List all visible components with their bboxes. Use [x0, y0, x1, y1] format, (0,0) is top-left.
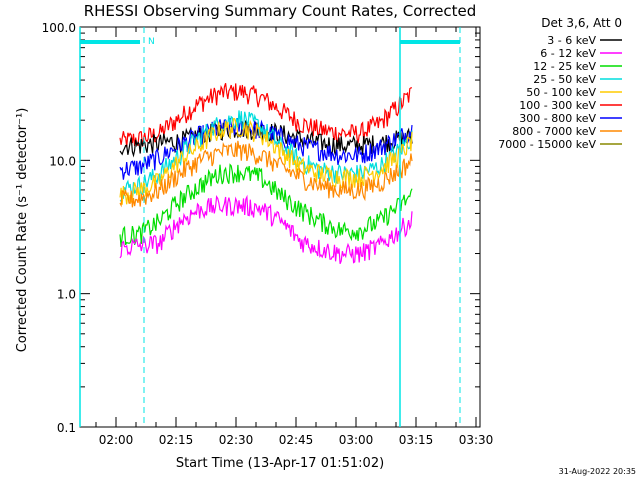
y-tick-label: 10.0	[49, 154, 76, 168]
flag-label: N	[148, 37, 155, 47]
y-tick-label: 100.0	[42, 21, 76, 35]
legend-header: Det 3,6, Att 0	[541, 16, 622, 30]
x-tick-label: 02:45	[279, 433, 314, 447]
legend-label: 3 - 6 keV	[547, 34, 596, 47]
legend-label: 50 - 100 keV	[526, 86, 596, 99]
x-tick-label: 03:15	[399, 433, 434, 447]
y-tick-label: 0.1	[57, 421, 76, 435]
night-bar	[400, 40, 460, 44]
series-line	[119, 83, 412, 148]
legend-label: 800 - 7000 keV	[512, 125, 596, 138]
plot-annotations: N	[79, 27, 461, 427]
legend-label: 12 - 25 keV	[533, 60, 596, 73]
y-tick-label: 1.0	[57, 288, 76, 302]
series-line	[119, 140, 413, 208]
series-line	[119, 194, 413, 265]
x-tick-label: 03:00	[339, 433, 374, 447]
night-bar	[80, 40, 140, 44]
legend-label: 300 - 800 keV	[519, 112, 596, 125]
x-tick-label: 02:00	[99, 433, 134, 447]
legend-label: 100 - 300 keV	[519, 99, 596, 112]
plot-axes: 0.1 1.0 10.0 100.0 02:00 02:15 02:30 02:45 03:00…	[42, 21, 494, 447]
legend-label: 25 - 50 keV	[533, 73, 596, 86]
timestamp-label: 31-Aug-2022 20:35	[559, 467, 636, 476]
plot-frame	[79, 26, 481, 428]
plot-series	[119, 83, 413, 265]
chart-title: RHESSI Observing Summary Count Rates, Co…	[84, 2, 477, 20]
x-tick-label: 02:30	[219, 433, 254, 447]
legend-label: 6 - 12 keV	[540, 47, 596, 60]
x-tick-label: 03:30	[459, 433, 494, 447]
x-tick-label: 02:15	[159, 433, 194, 447]
y-axis-label: Corrected Count Rate (s⁻¹ detector⁻¹)	[15, 108, 30, 353]
legend-label: 7000 - 15000 keV	[498, 138, 596, 151]
x-axis-label: Start Time (13-Apr-17 01:51:02)	[176, 456, 384, 471]
series-line	[119, 163, 413, 247]
